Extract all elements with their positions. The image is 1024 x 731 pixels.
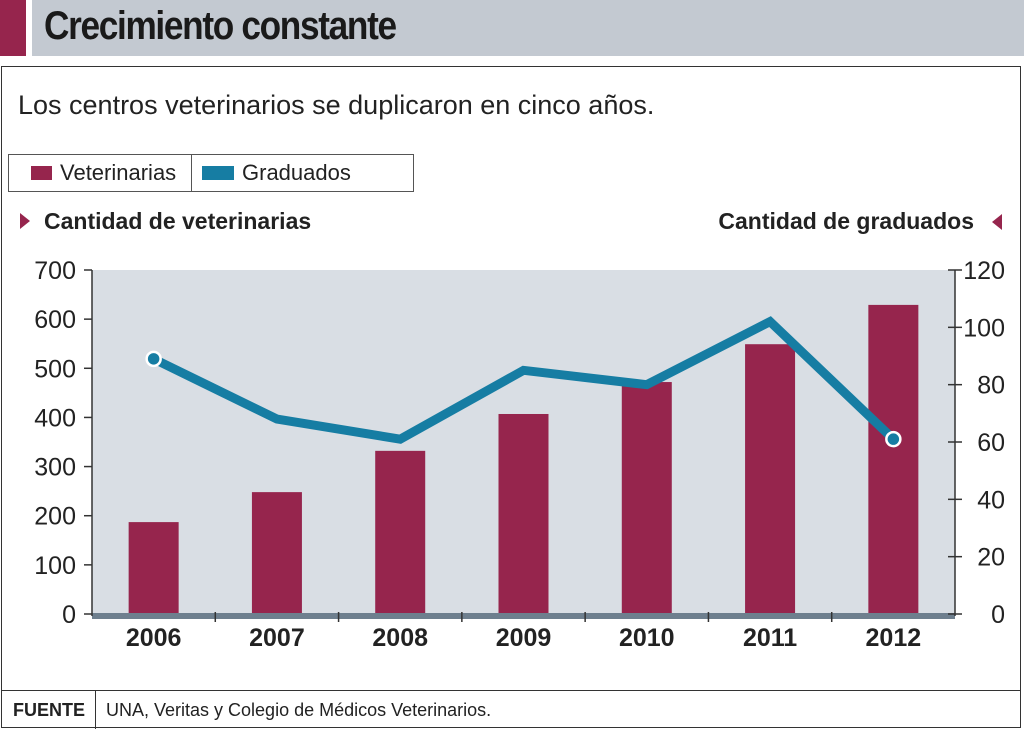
x-label-2006: 2006 (126, 624, 182, 652)
legend: Veterinarias Graduados (8, 154, 414, 192)
source-text: UNA, Veritas y Colegio de Médicos Veteri… (106, 699, 492, 720)
chart-frame (1, 66, 1021, 728)
line-marker-2012 (885, 430, 902, 448)
x-label-2007: 2007 (249, 624, 305, 652)
legend-item-veterinarias: Veterinarias (9, 155, 192, 191)
chart-title: Crecimiento constante (44, 4, 397, 48)
legend-item-graduados: Graduados (192, 155, 351, 191)
bar-2012 (868, 304, 919, 614)
title-accent (0, 0, 26, 56)
legend-label: Veterinarias (60, 160, 177, 185)
footer: FUENTE UNA, Veritas y Colegio de Médicos… (1, 690, 1021, 729)
triangle-right-icon (20, 212, 30, 229)
x-label-2008: 2008 (372, 624, 428, 652)
left-tick-label: 300 (34, 454, 76, 482)
source-label: FUENTE (1, 691, 96, 729)
bar-2006 (128, 522, 179, 614)
line-marker-2006 (145, 350, 162, 368)
left-axis-title: Cantidad de veterinarias (20, 208, 311, 235)
x-labels-group: 2006 2007 2008 2009 2010 2011 2012 (126, 624, 921, 652)
right-tick-label: 120 (963, 257, 1005, 285)
left-tick-label: 400 (34, 404, 76, 432)
legend-label: Graduados (242, 160, 351, 185)
title-background (32, 0, 1024, 56)
left-axis-title-text: Cantidad de veterinarias (44, 208, 312, 234)
bar-2008 (375, 450, 426, 614)
x-label-2012: 2012 (866, 624, 922, 652)
x-axis-baseline (92, 613, 955, 619)
left-tick-label: 600 (34, 306, 76, 334)
left-tick-label: 100 (34, 552, 76, 580)
right-tick-label: 40 (977, 486, 1005, 514)
line-markers-group (145, 350, 902, 448)
x-label-2011: 2011 (743, 624, 797, 652)
graduados-line (151, 316, 897, 444)
bar-2009 (498, 413, 549, 614)
legend-swatch-graduados (202, 166, 234, 180)
bar-2011 (745, 344, 796, 614)
x-label-2010: 2010 (619, 624, 675, 652)
right-tick-label: 80 (977, 372, 1005, 400)
left-tick-label: 0 (62, 601, 76, 629)
right-axis-title: Cantidad de graduados (718, 208, 974, 234)
left-tick-label: 500 (34, 355, 76, 383)
bars-group (128, 304, 919, 614)
x-ticks-group (214, 612, 833, 622)
right-tick-label: 60 (977, 429, 1005, 457)
x-label-2009: 2009 (496, 624, 552, 652)
chart-svg: 0 100 200 300 400 500 600 700 0 20 40 60 80 100 120 2… (34, 257, 1005, 652)
left-tick-label: 200 (34, 503, 76, 531)
legend-swatch-veterinarias (31, 166, 52, 180)
right-tick-label: 20 (977, 544, 1005, 572)
right-tick-label: 0 (991, 601, 1005, 629)
title-bar: Crecimiento constante (0, 0, 1024, 56)
triangle-left-icon (992, 214, 1002, 230)
left-axis: 0 100 200 300 400 500 600 700 (34, 257, 93, 629)
right-axis: 0 20 40 60 80 100 120 (948, 257, 1005, 629)
left-tick-label: 700 (34, 257, 76, 285)
right-tick-label: 100 (963, 314, 1005, 342)
chart-subtitle: Los centros veterinarios se duplicaron e… (18, 90, 655, 120)
bar-2007 (251, 492, 302, 614)
bar-2010 (621, 382, 672, 614)
